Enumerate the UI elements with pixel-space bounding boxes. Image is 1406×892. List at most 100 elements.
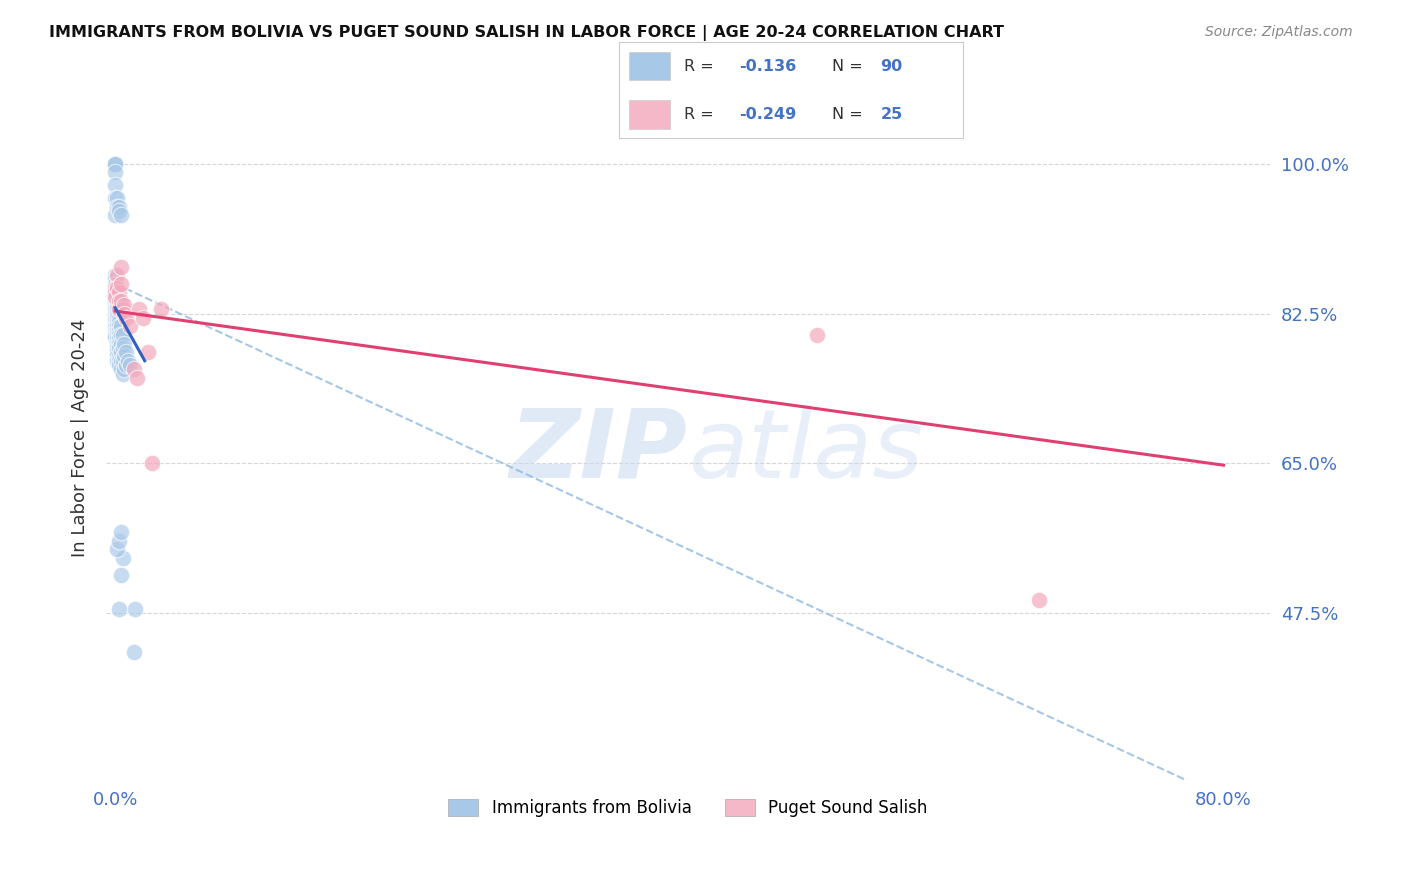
Point — [105, 341, 128, 355]
Point — [108, 358, 131, 372]
Text: R =: R = — [685, 59, 718, 73]
Point — [110, 567, 132, 582]
Point — [110, 293, 132, 308]
Point — [110, 336, 132, 351]
Text: 90: 90 — [880, 59, 903, 73]
Point — [104, 284, 127, 298]
Point — [104, 309, 127, 323]
Text: R =: R = — [685, 107, 718, 121]
Text: 25: 25 — [880, 107, 903, 121]
Point — [105, 302, 128, 317]
Point — [105, 319, 128, 334]
Point — [112, 350, 135, 364]
Point — [112, 307, 135, 321]
Point — [105, 315, 128, 329]
Point — [108, 285, 131, 300]
Point — [105, 353, 128, 368]
Point — [104, 330, 127, 344]
Point — [104, 321, 127, 335]
Point — [104, 295, 127, 310]
Point — [105, 191, 128, 205]
Point — [105, 200, 128, 214]
Point — [122, 645, 145, 659]
Point — [108, 602, 131, 616]
Point — [117, 353, 139, 368]
Text: -0.249: -0.249 — [740, 107, 796, 121]
Point — [118, 319, 141, 334]
Text: Source: ZipAtlas.com: Source: ZipAtlas.com — [1205, 25, 1353, 39]
Point — [104, 165, 127, 179]
Point — [104, 157, 127, 171]
Point — [104, 277, 127, 291]
Point — [104, 285, 127, 300]
Point — [104, 318, 127, 332]
Point — [104, 291, 127, 305]
Point — [108, 341, 131, 355]
Point — [105, 332, 128, 346]
Point — [104, 298, 127, 312]
Text: ZIP: ZIP — [510, 405, 688, 498]
Point — [104, 281, 127, 295]
Point — [104, 285, 127, 300]
Point — [105, 298, 128, 312]
Point — [104, 307, 127, 321]
Point — [110, 353, 132, 368]
Point — [108, 302, 131, 317]
Point — [111, 302, 134, 317]
Point — [105, 336, 128, 351]
Point — [110, 345, 132, 359]
Bar — [628, 52, 671, 80]
Point — [104, 315, 127, 329]
Point — [104, 289, 127, 303]
Point — [104, 287, 127, 301]
Point — [112, 298, 135, 312]
Point — [128, 302, 150, 317]
Point — [104, 302, 127, 317]
Point — [104, 178, 127, 193]
Point — [112, 336, 135, 351]
Point — [108, 533, 131, 548]
Point — [110, 319, 132, 334]
Point — [111, 328, 134, 343]
Point — [104, 326, 127, 341]
Point — [1028, 593, 1050, 607]
Point — [104, 328, 127, 343]
Point — [105, 307, 128, 321]
Point — [105, 328, 128, 343]
Text: N =: N = — [832, 107, 868, 121]
Point — [105, 350, 128, 364]
Point — [108, 203, 131, 218]
Point — [104, 268, 127, 282]
Point — [104, 208, 127, 222]
Point — [110, 260, 132, 274]
Point — [111, 550, 134, 565]
Point — [104, 293, 127, 308]
Point — [105, 345, 128, 359]
Point — [132, 310, 155, 325]
Point — [111, 341, 134, 355]
Point — [111, 367, 134, 381]
Text: IMMIGRANTS FROM BOLIVIA VS PUGET SOUND SALISH IN LABOR FORCE | AGE 20-24 CORRELA: IMMIGRANTS FROM BOLIVIA VS PUGET SOUND S… — [49, 25, 1004, 41]
Point — [104, 191, 127, 205]
Point — [124, 602, 146, 616]
Point — [115, 345, 138, 359]
Point — [105, 281, 128, 295]
Point — [108, 310, 131, 325]
Point — [127, 371, 149, 385]
Point — [104, 301, 127, 315]
Point — [104, 312, 127, 326]
Point — [150, 302, 173, 317]
Text: atlas: atlas — [688, 405, 922, 498]
Point — [105, 293, 128, 308]
Point — [108, 319, 131, 334]
Point — [108, 350, 131, 364]
Point — [110, 277, 132, 291]
Point — [108, 328, 131, 343]
Point — [110, 208, 132, 222]
Point — [104, 324, 127, 338]
Point — [104, 272, 127, 286]
Bar — [628, 100, 671, 128]
Point — [104, 304, 127, 318]
Point — [138, 345, 160, 359]
Point — [104, 281, 127, 295]
